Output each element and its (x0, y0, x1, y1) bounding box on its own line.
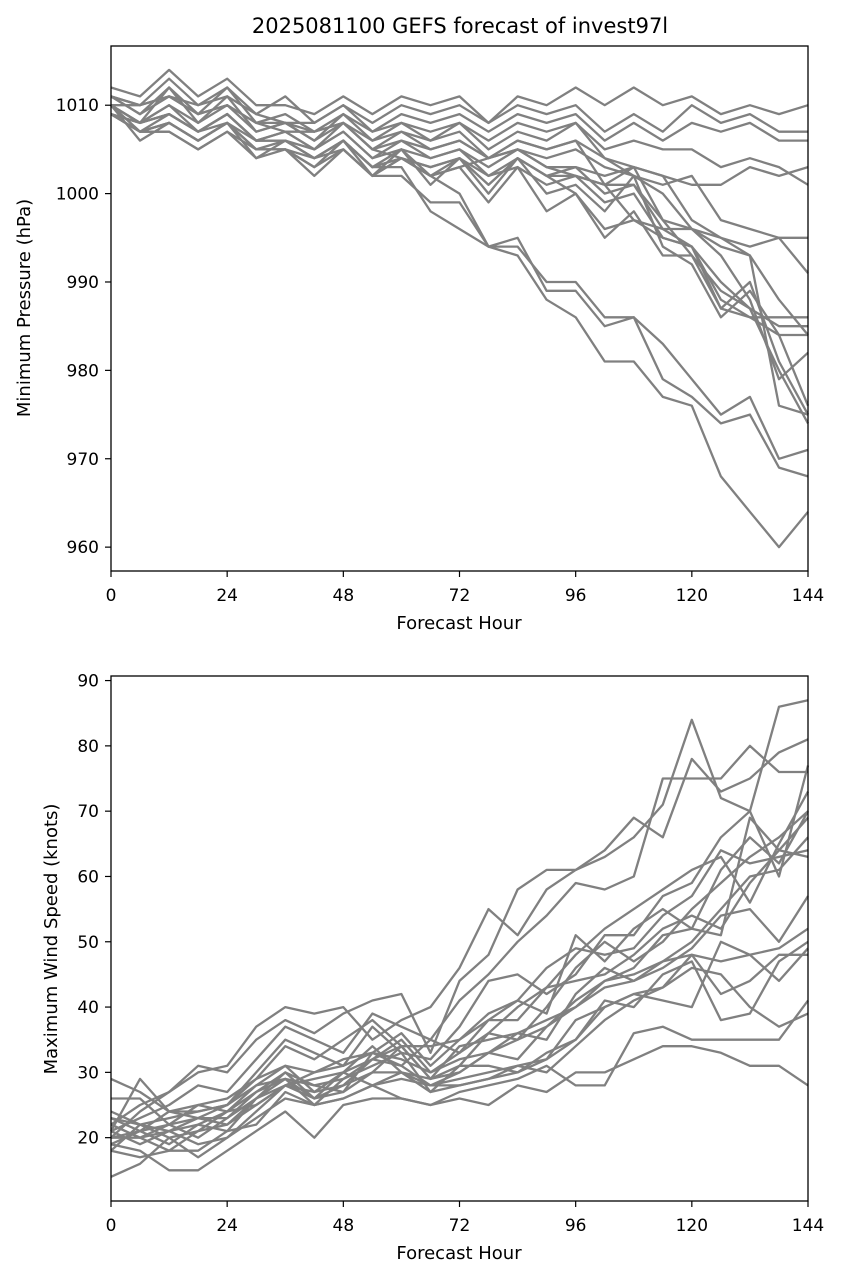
pressure-series-line-19 (110, 95, 809, 416)
pressure-x-tick-label: 120 (676, 586, 708, 606)
wind-y-tick-label: 40 (77, 998, 99, 1018)
pressure-y-axis-label: Minimum Pressure (hPa) (14, 199, 35, 417)
wind-y-axis-label: Maximum Wind Speed (knots) (41, 804, 62, 1075)
pressure-x-axis-label: Forecast Hour (396, 613, 522, 634)
wind-x-tick-label: 48 (333, 1216, 355, 1236)
wind-series-line-8 (110, 849, 809, 1139)
pressure-series-line-1 (110, 68, 809, 125)
wind-series-line-3 (110, 744, 808, 1133)
wind-series-line-18 (110, 999, 809, 1172)
wind-series-line-9 (110, 810, 810, 1146)
pressure-y-tick-label: 980 (67, 361, 99, 381)
wind-x-tick-label: 144 (792, 1216, 824, 1236)
wind-y-tick-label: 30 (77, 1063, 99, 1083)
wind-series-line-1 (110, 699, 809, 1126)
wind-x-tick-label: 120 (676, 1216, 708, 1236)
wind-series-line-14 (110, 953, 808, 1139)
pressure-x-tick-label: 96 (565, 586, 587, 606)
pressure-chart: 0 24 48 72 96 120 144 960 970 980 990 1000 1010 For… (14, 45, 824, 634)
pressure-series-line-18 (110, 112, 809, 549)
pressure-series-line-3 (110, 86, 808, 142)
wind-x-tick-label: 96 (565, 1216, 587, 1236)
pressure-x-tick-label: 144 (792, 586, 824, 606)
pressure-x-tick-label: 48 (333, 586, 355, 606)
pressure-x-tick-label: 0 (106, 586, 117, 606)
figure-title: 2025081100 GEFS forecast of invest97l (252, 14, 668, 38)
wind-series-line-10 (111, 836, 809, 1152)
wind-lines (109, 699, 810, 1178)
wind-x-tick-label: 0 (106, 1216, 117, 1236)
wind-series-line-17 (110, 966, 809, 1178)
pressure-y-ticks: 960 970 980 990 1000 1010 (56, 96, 111, 558)
pressure-series-line-13 (110, 113, 809, 381)
wind-series-line-16 (110, 940, 809, 1159)
pressure-lines (110, 68, 810, 549)
wind-y-tick-label: 80 (77, 737, 99, 757)
wind-y-tick-label: 20 (77, 1129, 99, 1149)
wind-y-tick-label: 90 (77, 672, 99, 692)
pressure-y-tick-label: 960 (67, 538, 99, 558)
pressure-series-line-5 (110, 86, 809, 186)
pressure-y-tick-label: 990 (67, 273, 99, 293)
pressure-series-line-14 (110, 104, 810, 424)
pressure-x-tick-label: 72 (449, 586, 471, 606)
wind-x-tick-label: 72 (449, 1216, 471, 1236)
pressure-y-tick-label: 1010 (56, 96, 99, 116)
wind-series-line-19 (109, 1045, 809, 1132)
wind-y-tick-label: 50 (77, 933, 99, 953)
wind-series-line-4 (110, 765, 810, 1133)
wind-y-tick-label: 70 (77, 802, 99, 822)
wind-y-tick-label: 60 (77, 867, 99, 887)
wind-x-ticks: 0 24 48 72 96 120 144 (106, 1201, 824, 1236)
wind-x-tick-label: 24 (216, 1216, 238, 1236)
wind-series-line-15 (110, 927, 809, 1146)
wind-series-line-2 (110, 738, 809, 1139)
pressure-y-tick-label: 970 (67, 450, 99, 470)
wind-x-axis-label: Forecast Hour (396, 1243, 522, 1264)
pressure-y-tick-label: 1000 (56, 185, 99, 205)
wind-y-ticks: 20 30 40 50 60 70 80 90 (77, 672, 111, 1149)
pressure-x-ticks: 0 24 48 72 96 120 144 (106, 571, 824, 606)
wind-chart: 0 24 48 72 96 120 144 20 30 40 50 60 70 80 90 Forecas… (41, 672, 824, 1264)
pressure-series-line-10 (110, 113, 808, 337)
pressure-x-tick-label: 24 (216, 586, 238, 606)
pressure-axes-frame (110, 45, 809, 572)
pressure-series-line-16 (110, 104, 809, 478)
